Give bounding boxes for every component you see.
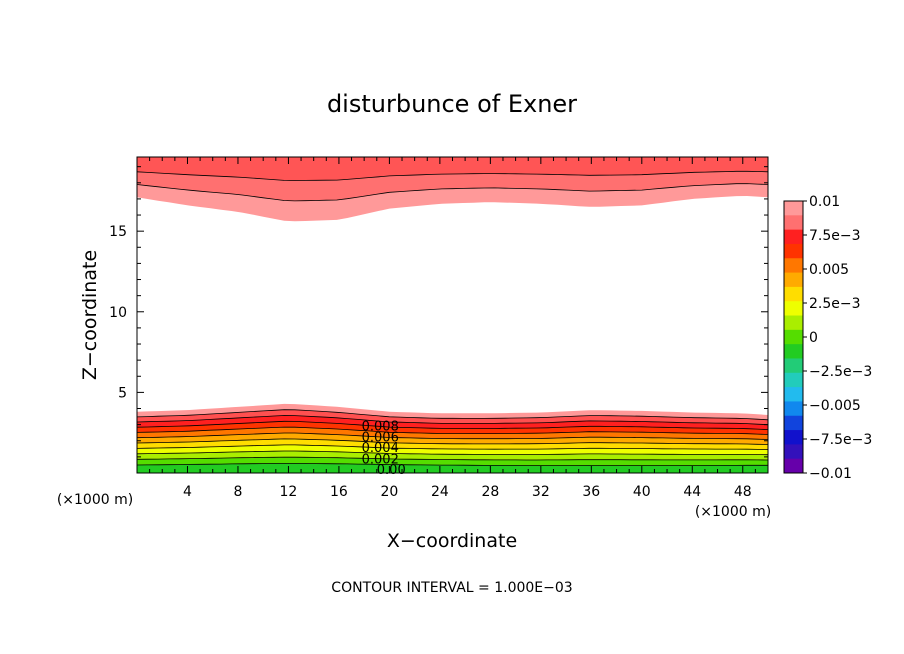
plot-area [137, 157, 768, 473]
x-tick-label-36: 36 [582, 484, 600, 500]
colorbar-swatch-16 [784, 430, 803, 445]
low-band-fill-10 [137, 403, 768, 420]
colorbar-swatch-14 [784, 401, 803, 417]
high-contour-line-1 [137, 183, 768, 202]
contour-label-4: 0.00 [377, 463, 406, 478]
low-contour-line-3 [137, 450, 768, 456]
low-contour-line-8 [137, 420, 768, 430]
low-band-fill-4 [137, 438, 768, 450]
low-contour-line-5 [137, 438, 768, 445]
contour-lines [137, 170, 768, 466]
colorbar-label-4: 0 [809, 330, 818, 346]
chart-title: disturbunce of Exner [327, 90, 577, 118]
colorbar-swatch-17 [784, 444, 803, 460]
x-unit-label: (×1000 m) [695, 504, 771, 520]
x-tick-label-32: 32 [532, 484, 550, 500]
colorbar-swatch-1 [784, 215, 803, 231]
low-contour-line-10 [137, 409, 768, 421]
colorbar-swatch-2 [784, 229, 803, 245]
colorbar-swatch-6 [784, 286, 803, 302]
colorbar-swatch-8 [784, 315, 803, 331]
colorbar-swatch-4 [784, 258, 803, 273]
colorbar-swatch-10 [784, 344, 803, 359]
y-unit-label: (×1000 m) [57, 492, 133, 508]
colorbar-swatch-12 [784, 372, 803, 388]
low-band-fill-7 [137, 421, 768, 435]
colorbar-swatch-13 [784, 387, 803, 402]
colorbar-label-5: −2.5e−3 [809, 364, 872, 380]
low-band-fill-8 [137, 415, 768, 430]
colorbar-swatch-15 [784, 415, 803, 431]
low-band-fill-6 [137, 427, 768, 440]
x-tick-label-16: 16 [330, 484, 348, 500]
contour-label-3: 0.002 [362, 452, 399, 467]
colorbar-swatch-3 [784, 243, 803, 259]
x-tick-label-8: 8 [233, 484, 242, 500]
axis-ticks [137, 157, 768, 473]
low-contour-line-2 [137, 456, 768, 461]
x-axis-label: X−coordinate [387, 530, 517, 552]
x-tick-label-28: 28 [481, 484, 499, 500]
contour-interval-note: CONTOUR INTERVAL = 1.000E−03 [331, 580, 572, 596]
low-band-fill-2 [137, 451, 768, 460]
colorbar-swatch-11 [784, 358, 803, 374]
x-tick-label-12: 12 [280, 484, 298, 500]
contour-label-0: 0.008 [362, 419, 399, 434]
contour-label-1: 0.006 [362, 431, 399, 446]
x-tick-label-24: 24 [431, 484, 449, 500]
colorbar-swatch-18 [784, 458, 803, 474]
low-contour-line-1 [137, 463, 768, 466]
y-tick-label-5: 5 [118, 385, 127, 401]
colorbar-label-2: 0.005 [809, 262, 849, 278]
x-tick-label-20: 20 [380, 484, 398, 500]
colorbar-swatch-5 [784, 272, 803, 288]
x-tick-label-4: 4 [183, 484, 192, 500]
colorbar-labels: 0.01 7.5e−3 0.005 2.5e−3 0 −2.5e−3 −0.005 −7.5e… [809, 194, 872, 482]
colorbar-swatch-7 [784, 301, 803, 316]
high-contour-line-2 [137, 170, 768, 182]
colorbar-label-0: 0.01 [809, 194, 840, 210]
y-tick-label-15: 15 [109, 224, 127, 240]
colorbar-swatch-0 [784, 201, 803, 216]
y-tick-label-10: 10 [109, 305, 127, 321]
contour-label-2: 0.004 [362, 441, 399, 456]
low-contour-line-4 [137, 444, 768, 450]
x-tick-label-44: 44 [683, 484, 701, 500]
y-axis-label: Z−coordinate [79, 250, 101, 380]
colorbar-swatch-9 [784, 329, 803, 345]
low-contour-line-9 [137, 415, 768, 426]
high-band-fill-2 [137, 157, 768, 181]
low-band-fill-3 [137, 444, 768, 455]
colorbar [783, 200, 807, 474]
colorbar-label-7: −7.5e−3 [809, 432, 872, 448]
x-tick-label-48: 48 [734, 484, 752, 500]
colorbar-label-6: −0.005 [809, 398, 861, 414]
low-contour-line-6 [137, 432, 768, 440]
colorbar-label-3: 2.5e−3 [809, 296, 861, 312]
colorbar-label-8: −0.01 [809, 466, 852, 482]
colorbar-label-1: 7.5e−3 [809, 228, 861, 244]
low-contour-line-7 [137, 426, 768, 435]
x-tick-label-40: 40 [633, 484, 651, 500]
